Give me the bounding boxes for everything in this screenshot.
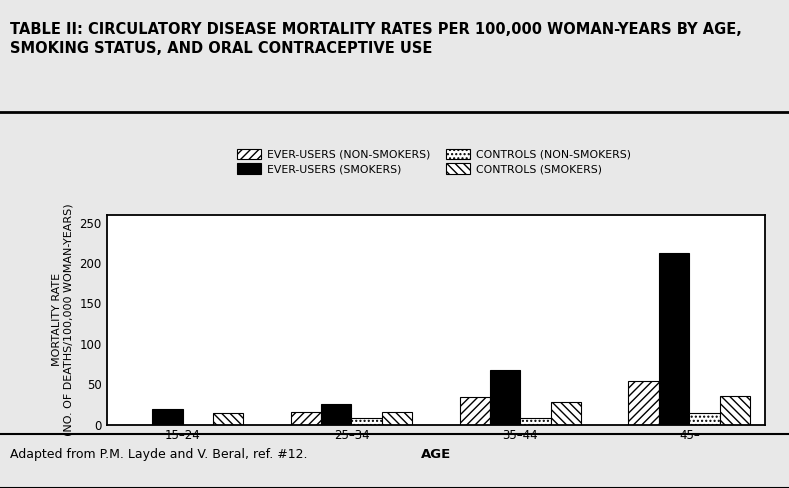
Bar [152,409,182,425]
Bar [551,402,581,425]
Legend: EVER-USERS (NON-SMOKERS), EVER-USERS (SMOKERS), CONTROLS (NON-SMOKERS), CONTROLS: EVER-USERS (NON-SMOKERS), EVER-USERS (SM… [233,144,635,179]
Y-axis label: MORTALITY RATE
(NO. OF DEATHS/100,000 WOMAN-YEARS): MORTALITY RATE (NO. OF DEATHS/100,000 WO… [52,203,74,436]
Bar [690,413,720,425]
X-axis label: AGE: AGE [421,448,451,461]
Bar [659,253,690,425]
Bar [490,370,521,425]
Bar [629,381,659,425]
Text: Adapted from P.M. Layde and V. Beral, ref. #12.: Adapted from P.M. Layde and V. Beral, re… [10,448,308,461]
Bar [351,418,382,425]
Bar [382,412,413,425]
Bar [720,395,750,425]
Bar [213,413,243,425]
Bar [321,404,351,425]
Bar [459,397,490,425]
Bar [521,418,551,425]
Text: TABLE II: CIRCULATORY DISEASE MORTALITY RATES PER 100,000 WOMAN-YEARS BY AGE,
SM: TABLE II: CIRCULATORY DISEASE MORTALITY … [10,22,742,56]
Bar [290,412,321,425]
